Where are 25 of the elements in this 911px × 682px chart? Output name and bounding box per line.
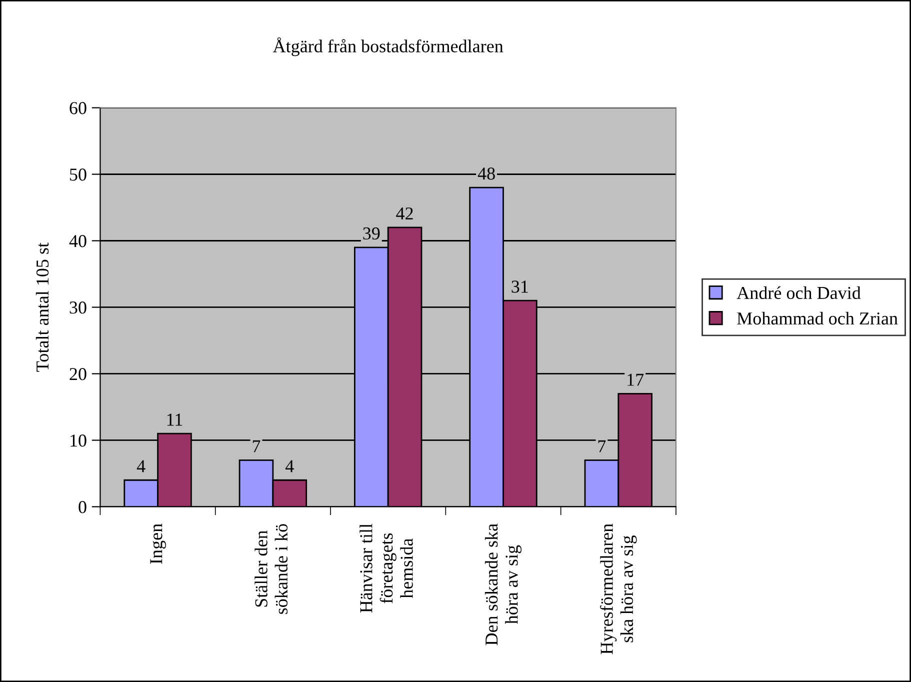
x-tick-label: Den sökande ska höra av sig: [484, 524, 522, 646]
y-tick-label: 20: [70, 368, 86, 380]
x-tick-label: Ställer den sökande i kö: [254, 524, 288, 614]
legend-label: André och David: [736, 286, 861, 300]
data-label: 4: [136, 460, 146, 472]
data-label: 11: [167, 414, 182, 426]
y-tick-label: 0: [78, 500, 86, 514]
y-tick-label: 30: [70, 302, 86, 314]
data-label: 7: [598, 440, 606, 452]
data-label: 17: [628, 374, 644, 386]
y-axis-title: Totalt antal 105 st: [36, 242, 49, 372]
data-label: 42: [396, 207, 413, 220]
y-tick-label: 60: [70, 102, 86, 114]
data-label: 39: [363, 227, 380, 240]
data-label: 48: [478, 168, 495, 180]
data-label: 7: [252, 440, 260, 452]
data-label: 4: [285, 460, 294, 472]
chart-title: Åtgärd från bostadsförmedlaren: [272, 37, 504, 56]
legend-label: Mohammad och Zrian: [737, 312, 898, 325]
y-tick-label: 10: [70, 434, 86, 447]
x-tick-label: Ingen: [150, 524, 166, 564]
y-tick-label: 40: [69, 235, 86, 248]
data-label: 31: [512, 280, 528, 293]
x-tick-label: Hänvisar till företagets hemsida: [360, 524, 413, 613]
y-tick-label: 50: [70, 168, 86, 181]
